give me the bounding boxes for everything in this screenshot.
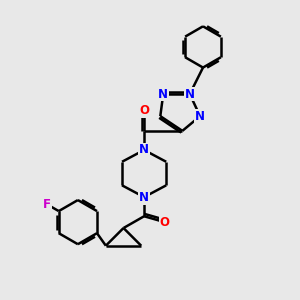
Text: N: N — [195, 110, 205, 123]
Text: O: O — [160, 216, 170, 229]
Text: O: O — [139, 104, 149, 117]
Text: N: N — [185, 88, 195, 100]
Text: N: N — [139, 143, 149, 157]
Text: N: N — [139, 190, 149, 204]
Text: N: N — [158, 88, 168, 100]
Text: F: F — [43, 198, 51, 211]
